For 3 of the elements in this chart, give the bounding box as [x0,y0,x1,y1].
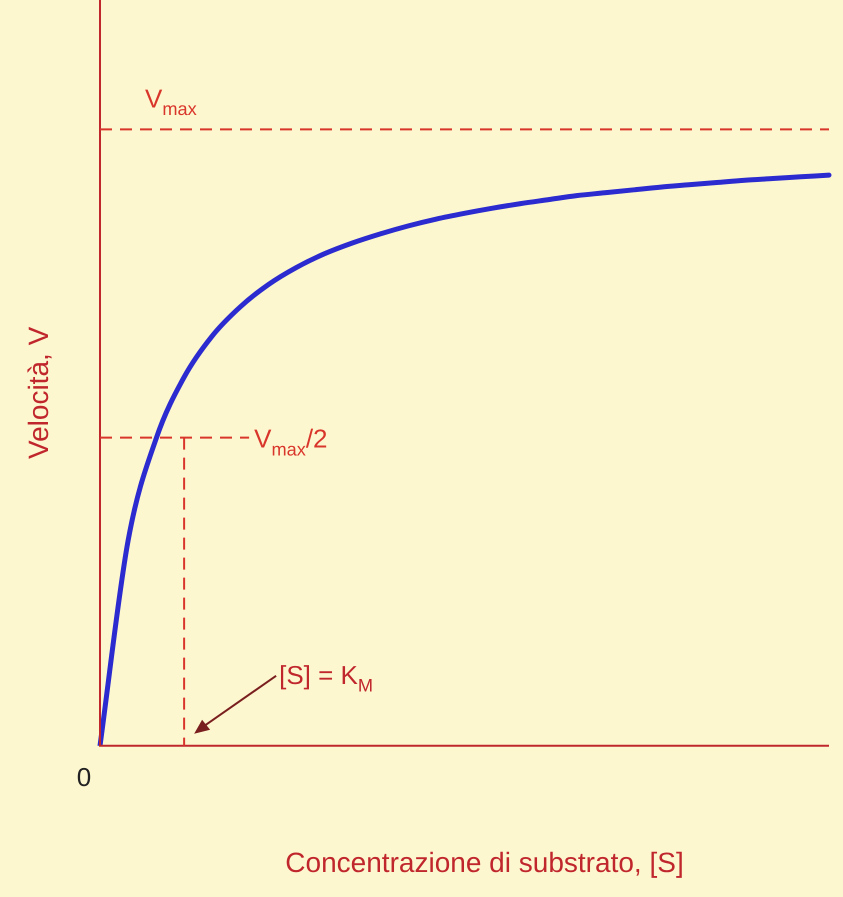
x-axis-title: Concentrazione di substrato, [S] [285,847,684,878]
text: 0 [76,762,92,792]
y-axis-title: Velocità, V [23,326,54,460]
